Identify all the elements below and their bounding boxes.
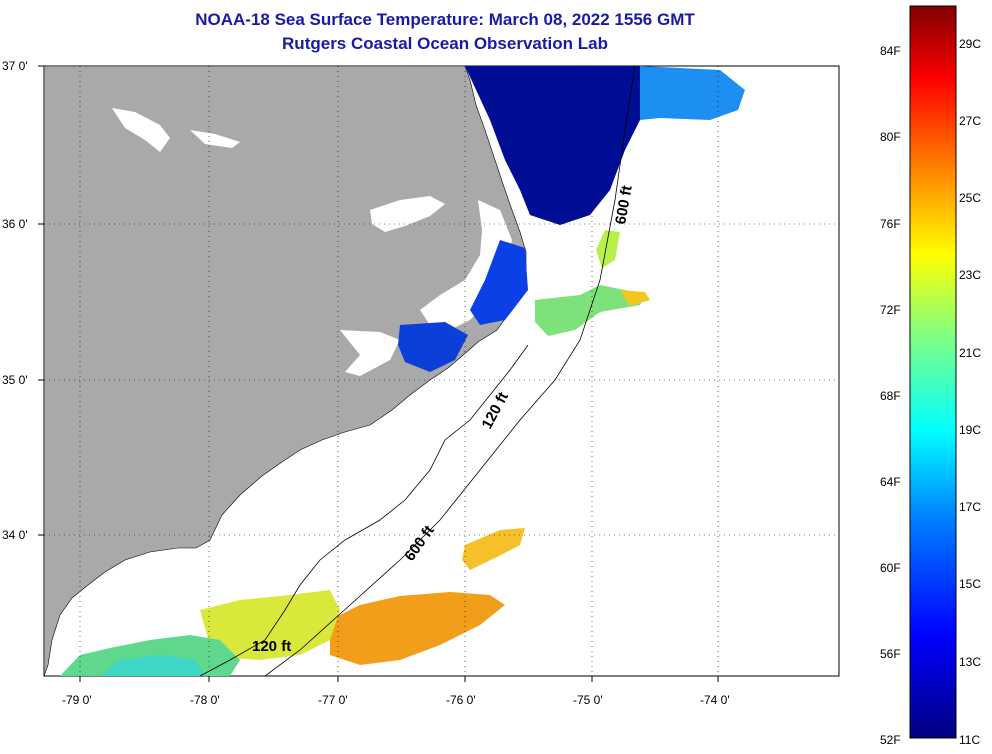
isobath-label-600-north: 600 ft (612, 184, 636, 226)
lat-label-36: 36 0' (2, 217, 28, 231)
map-title: NOAA-18 Sea Surface Temperature: March 0… (195, 10, 695, 29)
lon-label-76: -76 0' (446, 693, 476, 707)
colorbar-f-52: 52F (880, 733, 901, 747)
inland-lake-2 (190, 130, 240, 148)
isobath-120ft (199, 344, 529, 676)
isobath-label-120-south: 120 ft (252, 638, 291, 655)
colorbar-c-11: 11C (959, 733, 981, 747)
lon-label-77: -77 0' (318, 693, 348, 707)
sst-south-orange (330, 592, 505, 665)
colorbar-f-56: 56F (880, 647, 901, 661)
colorbar-f-68: 68F (880, 389, 901, 403)
colorbar (909, 5, 957, 739)
colorbar-c-29: 29C (959, 37, 982, 51)
colorbar-c-15: 15C (959, 577, 982, 591)
colorbar-f-76: 76F (880, 217, 901, 231)
colorbar-f-84: 84F (880, 44, 901, 58)
colorbar-c-19: 19C (959, 423, 982, 437)
sst-cold-sound (470, 240, 528, 325)
colorbar-f-72: 72F (880, 303, 901, 317)
sst-cold-north (465, 66, 640, 225)
colorbar-c-27: 27C (959, 114, 982, 128)
lon-label-78: -78 0' (190, 693, 220, 707)
lat-label-35: 35 0' (2, 373, 28, 387)
lon-label-75: -75 0' (573, 693, 603, 707)
sst-south-cyan (100, 655, 205, 676)
lon-label-74: -74 0' (700, 693, 730, 707)
river-neuse (340, 330, 400, 376)
colorbar-c-17: 17C (959, 500, 982, 514)
map-subtitle: Rutgers Coastal Ocean Observation Lab (282, 34, 608, 53)
axis-ticks (38, 65, 719, 682)
sst-patch-ne (596, 230, 620, 268)
colorbar-c-13: 13C (959, 655, 982, 669)
sst-south-warm (462, 528, 525, 570)
sst-cold-neuse (398, 322, 468, 372)
grid-lines (44, 66, 839, 676)
colorbar-f-80: 80F (880, 130, 901, 144)
sst-gulfstream-north (640, 66, 745, 120)
colorbar-c-21: 21C (959, 346, 982, 360)
isobath-600ft (264, 66, 636, 676)
sst-patch-east-warm (620, 290, 650, 306)
colorbar-c-25: 25C (959, 191, 982, 205)
colorbar-f-60: 60F (880, 561, 901, 575)
lon-label-79: -79 0' (62, 693, 92, 707)
inland-lake (112, 108, 170, 152)
colorbar-c-23: 23C (959, 268, 982, 282)
lat-label-34: 34 0' (2, 528, 28, 542)
colorbar-f-64: 64F (880, 475, 901, 489)
sst-south-yellow (200, 590, 340, 660)
lat-label-37: 37 0' (2, 59, 28, 73)
river-estuary (370, 196, 445, 232)
